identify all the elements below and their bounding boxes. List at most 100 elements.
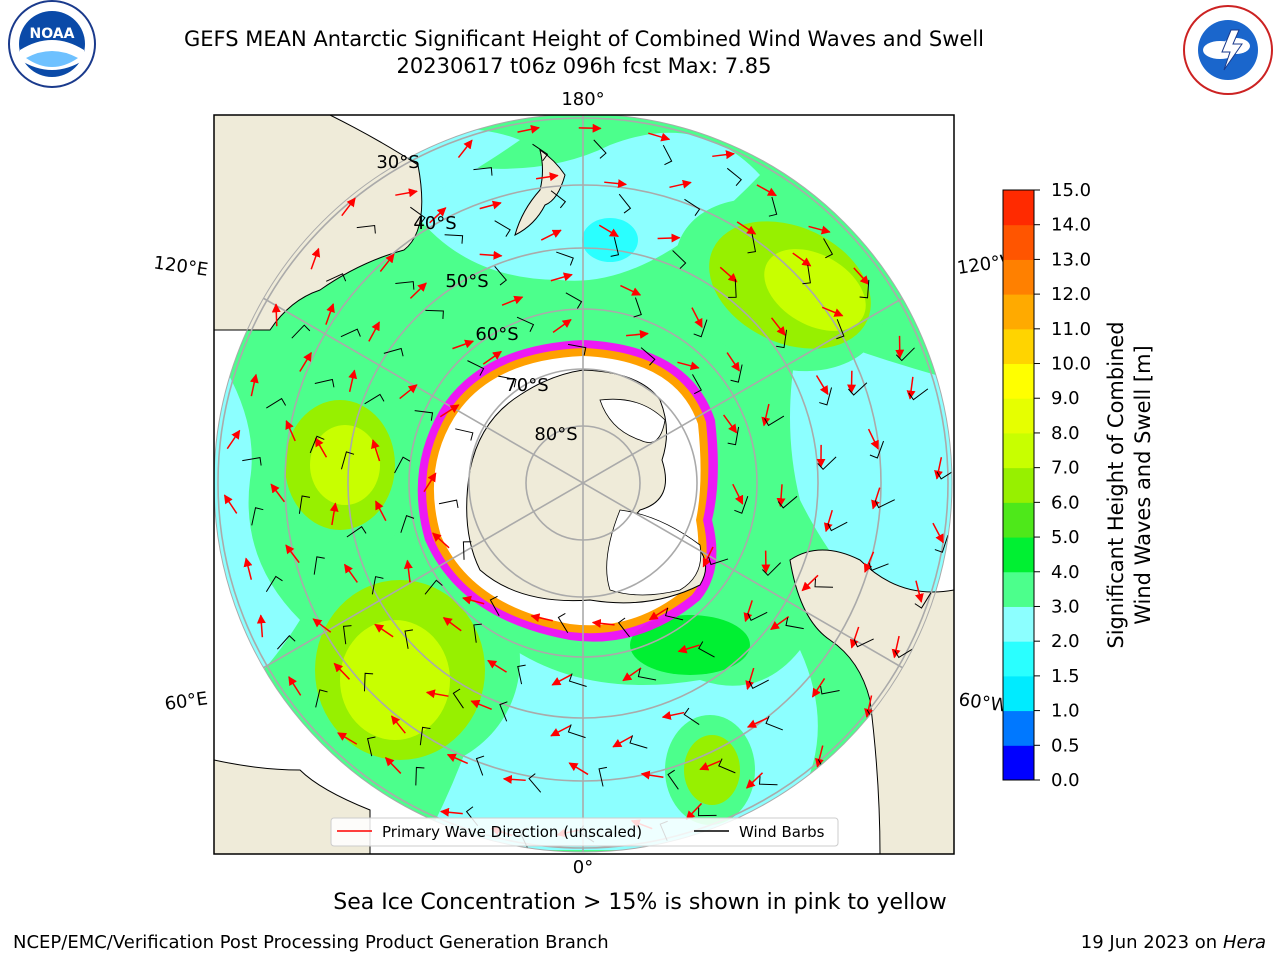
wave-direction-arrow	[374, 623, 394, 638]
colorbar-tick-label: 5.0	[1051, 527, 1080, 548]
wave-direction-arrow	[622, 667, 642, 682]
wind-barb	[765, 715, 783, 731]
wind-barb	[516, 316, 535, 332]
wind-barb	[768, 196, 778, 217]
wave-direction-arrow	[375, 500, 387, 522]
wind-barb	[467, 360, 485, 376]
wave-direction-arrow	[390, 715, 406, 734]
colorbar-label-line1: Significant Height of Combined	[1104, 321, 1128, 648]
wave-direction-arrow	[487, 659, 507, 673]
noaa-logo-text: NOAA	[30, 26, 75, 42]
wind-barb	[683, 707, 700, 725]
colorbar-segment	[1003, 745, 1034, 781]
colorbar-segment	[1003, 537, 1034, 573]
colorbar-tick-label: 1.0	[1051, 701, 1080, 722]
wind-barb	[415, 766, 425, 786]
wave-direction-arrow	[761, 403, 771, 427]
lon-label-60e: 60°E	[163, 688, 209, 715]
colorbar-tick-label: 14.0	[1051, 215, 1091, 236]
colorbar-segment	[1003, 571, 1034, 607]
wave-direction-arrow	[540, 229, 562, 241]
wind-barb	[762, 562, 782, 577]
wave-direction-arrow	[479, 250, 503, 260]
colorbar-tick-label: 8.0	[1051, 423, 1080, 444]
wind-barb	[610, 237, 620, 257]
wind-barb	[684, 198, 701, 216]
wave-direction-arrow	[691, 307, 703, 328]
wave-direction-arrow	[699, 760, 721, 771]
wave-direction-arrow	[329, 502, 339, 526]
wind-barb	[718, 758, 736, 774]
wind-barb	[640, 347, 656, 366]
legend-label-barb: Wind Barbs	[739, 823, 825, 841]
wind-barb	[266, 397, 287, 409]
colorbar-tick-label: 7.0	[1051, 458, 1080, 479]
colorbar-segment	[1003, 190, 1034, 226]
wave-direction-arrow	[243, 557, 253, 580]
wind-barb	[914, 592, 932, 609]
wave-direction-arrow	[743, 600, 753, 623]
lat-label-80s: 80°S	[534, 424, 577, 445]
wind-barb	[747, 233, 757, 254]
wave-direction-arrow	[371, 439, 381, 462]
wave-direction-arrow	[626, 329, 649, 339]
wave-direction-arrow	[288, 676, 302, 696]
wave-direction-arrow	[823, 509, 833, 533]
wave-direction-arrow	[285, 544, 300, 564]
wave-direction-arrow	[745, 667, 755, 690]
wind-barb	[748, 679, 769, 690]
wave-direction-arrow	[648, 607, 669, 621]
wind-barb	[664, 607, 684, 621]
wind-barb	[498, 375, 517, 388]
wave-direction-arrow	[432, 532, 450, 549]
wind-barb	[848, 382, 868, 396]
wind-barb	[853, 638, 874, 648]
lon-label-0: 0°	[573, 857, 593, 878]
wave-direction-arrow	[223, 494, 238, 514]
wind-barb	[326, 273, 347, 282]
wind-barb	[494, 266, 508, 286]
wind-barb	[394, 456, 411, 474]
chart-subtitle: 20230617 t06z 096h fcst Max: 7.85	[396, 54, 772, 78]
wave-direction-arrow	[736, 221, 757, 235]
colorbar-segment	[1003, 224, 1034, 260]
map-area	[214, 115, 954, 854]
colorbar-label-line2: Wind Waves and Swell [m]	[1131, 345, 1155, 625]
lon-label-60w: 60°W	[957, 689, 1009, 717]
wind-barb	[567, 343, 587, 356]
wind-barb	[817, 456, 837, 471]
wind-barb	[532, 143, 549, 162]
colorbar-segment	[1003, 675, 1034, 712]
wave-direction-arrow	[479, 200, 502, 210]
wind-barb	[776, 329, 788, 349]
colorbar-tick-label: 2.0	[1051, 631, 1080, 652]
wind-barb	[452, 688, 464, 709]
wind-barb	[473, 623, 482, 643]
wave-direction-arrow	[226, 429, 241, 450]
wind-barb	[728, 279, 737, 298]
wind-barb	[475, 755, 485, 776]
footer-date-text: 19 Jun 2023 on	[1080, 932, 1218, 953]
land-new-zealand	[514, 148, 566, 236]
wind-barb	[593, 139, 607, 159]
wind-barb	[868, 562, 889, 571]
wave-direction-arrow	[702, 546, 714, 568]
wind-barb	[734, 496, 749, 514]
wave-direction-arrow	[452, 339, 475, 350]
colorbar-tick-label: 1.5	[1051, 666, 1080, 687]
wave-direction-arrow	[423, 472, 437, 493]
wave-direction-arrow	[808, 225, 831, 235]
wind-barb	[313, 556, 325, 575]
wind-barb	[494, 220, 511, 237]
wind-barb	[462, 541, 472, 560]
wind-barb	[827, 521, 848, 532]
wave-direction-arrow	[552, 318, 572, 333]
wave-direction-arrow	[722, 414, 738, 434]
wind-barb	[934, 534, 949, 553]
wave-direction-arrow	[726, 352, 740, 372]
wave-direction-arrow	[501, 295, 524, 306]
wind-barb	[836, 319, 845, 340]
colorbar-segment	[1003, 606, 1034, 642]
wind-barb	[400, 515, 415, 533]
